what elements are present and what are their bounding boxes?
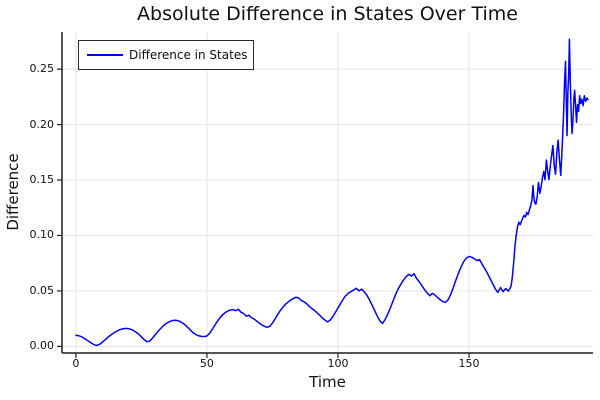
- x-tick-label: 150: [458, 357, 480, 370]
- x-tick-label: 100: [327, 357, 349, 370]
- y-axis-label: Difference: [4, 153, 22, 231]
- y-tick-label: 0.00: [29, 339, 55, 353]
- y-tick-label: 0.20: [29, 117, 55, 131]
- y-tick-label: 0.25: [29, 62, 55, 76]
- y-tick-label: 0.10: [29, 228, 55, 242]
- y-tick-label: 0.05: [29, 283, 55, 297]
- y-tick-label: 0.15: [29, 173, 55, 187]
- legend-line-sample: [87, 54, 123, 56]
- x-tick-label: 50: [199, 357, 214, 370]
- x-tick-label: 0: [72, 357, 80, 370]
- chart-title: Absolute Difference in States Over Time: [137, 3, 518, 25]
- legend-series-label: Difference in States: [129, 48, 248, 62]
- legend: Difference in States: [78, 40, 254, 70]
- series-line: [75, 38, 589, 347]
- x-axis-label: Time: [309, 373, 346, 391]
